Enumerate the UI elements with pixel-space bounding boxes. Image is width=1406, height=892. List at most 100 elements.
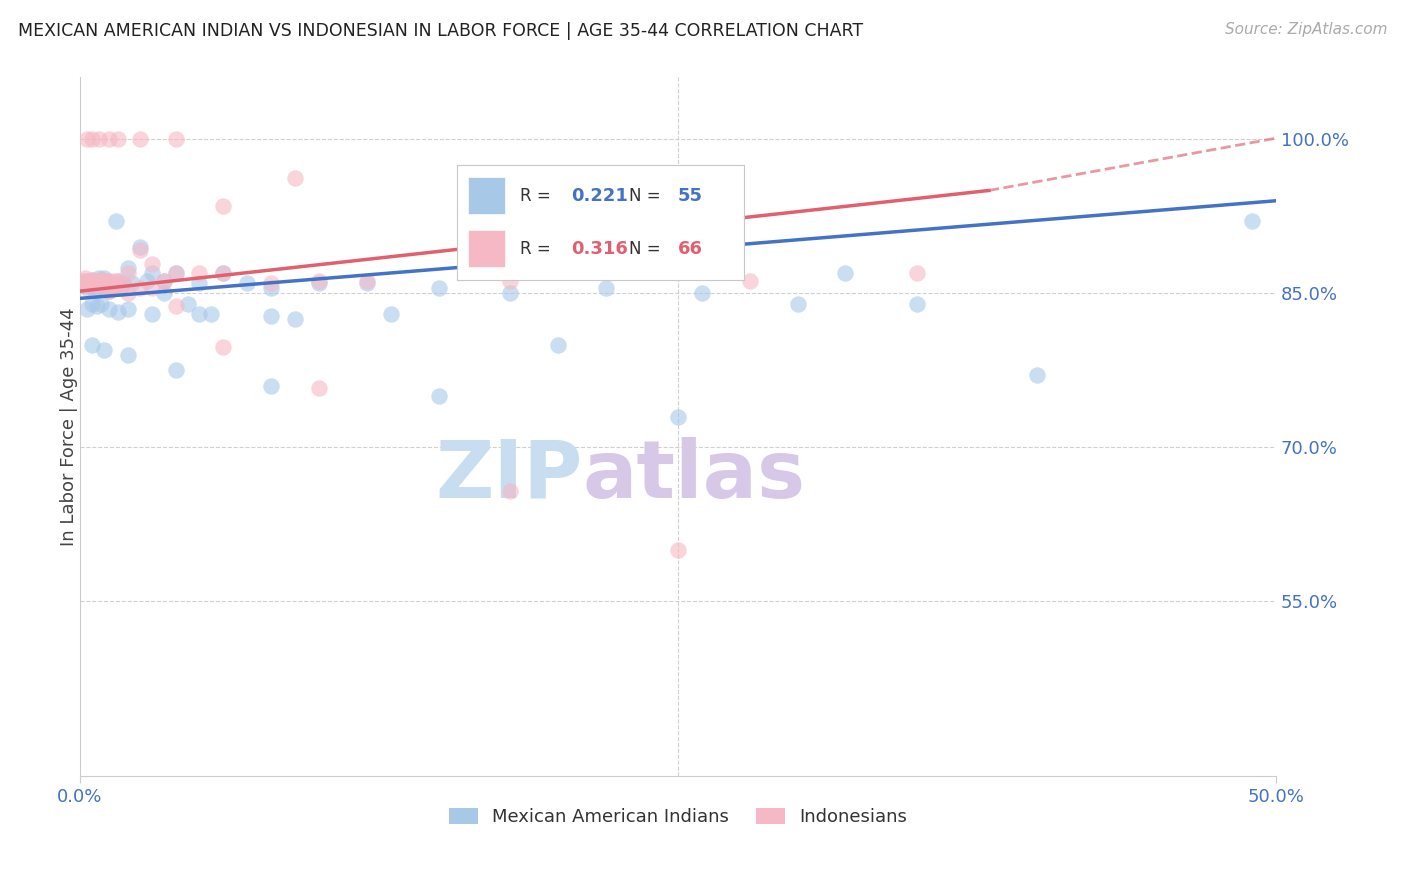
Point bbox=[212, 266, 235, 280]
Point bbox=[80, 296, 103, 310]
Point bbox=[80, 132, 103, 146]
Point bbox=[107, 304, 129, 318]
Point bbox=[176, 296, 198, 310]
Point bbox=[666, 543, 689, 558]
Point bbox=[93, 276, 115, 290]
Point bbox=[93, 281, 115, 295]
Point bbox=[117, 266, 139, 280]
Point bbox=[104, 278, 127, 293]
Point bbox=[79, 274, 101, 288]
Point bbox=[135, 274, 157, 288]
Point bbox=[97, 132, 120, 146]
Point bbox=[93, 270, 115, 285]
Point bbox=[165, 266, 187, 280]
Point bbox=[284, 171, 307, 186]
Point bbox=[200, 307, 222, 321]
Point bbox=[79, 278, 101, 293]
Point bbox=[86, 278, 108, 293]
Point bbox=[97, 278, 120, 293]
Point bbox=[76, 132, 98, 146]
Point bbox=[72, 276, 94, 290]
Point bbox=[80, 337, 103, 351]
Point bbox=[690, 286, 713, 301]
Point bbox=[90, 296, 112, 310]
Point bbox=[97, 274, 120, 288]
Point bbox=[79, 278, 101, 293]
Point bbox=[76, 301, 98, 316]
Point bbox=[103, 281, 125, 295]
Point bbox=[73, 278, 96, 293]
Point bbox=[152, 274, 174, 288]
Point bbox=[905, 266, 928, 280]
Point bbox=[1240, 214, 1263, 228]
Point bbox=[96, 274, 118, 288]
Point bbox=[188, 276, 211, 290]
Point bbox=[86, 299, 108, 313]
Point bbox=[212, 266, 235, 280]
Point bbox=[96, 276, 118, 290]
Point bbox=[97, 284, 120, 298]
Point bbox=[87, 276, 110, 290]
Point bbox=[76, 278, 98, 293]
Point bbox=[97, 301, 120, 316]
Point bbox=[1025, 368, 1047, 383]
Point bbox=[107, 274, 129, 288]
Point bbox=[595, 281, 617, 295]
Point bbox=[110, 281, 132, 295]
Point bbox=[90, 274, 112, 288]
Point bbox=[666, 409, 689, 424]
Point bbox=[128, 243, 150, 257]
Point bbox=[111, 278, 134, 293]
Point bbox=[905, 296, 928, 310]
Point bbox=[308, 276, 330, 290]
Point bbox=[86, 274, 108, 288]
Point bbox=[87, 132, 110, 146]
Point bbox=[165, 266, 187, 280]
Point bbox=[786, 296, 808, 310]
Point bbox=[595, 260, 617, 275]
Point bbox=[117, 301, 139, 316]
Point bbox=[83, 276, 105, 290]
Point bbox=[427, 281, 450, 295]
Point bbox=[547, 337, 569, 351]
Point bbox=[72, 278, 94, 293]
Point bbox=[117, 348, 139, 362]
Point bbox=[111, 276, 134, 290]
Point bbox=[87, 276, 110, 290]
Point bbox=[284, 312, 307, 326]
Point bbox=[499, 483, 522, 498]
Point bbox=[188, 307, 211, 321]
Point bbox=[738, 274, 761, 288]
Point bbox=[76, 281, 98, 295]
Point bbox=[380, 307, 402, 321]
Point bbox=[97, 284, 120, 298]
Point bbox=[128, 240, 150, 254]
Point bbox=[83, 278, 105, 293]
Point bbox=[79, 276, 101, 290]
Point bbox=[80, 273, 103, 287]
Point bbox=[83, 276, 105, 290]
Point bbox=[104, 214, 127, 228]
Point bbox=[165, 132, 187, 146]
Point bbox=[73, 278, 96, 293]
Point bbox=[80, 276, 103, 290]
Point bbox=[260, 276, 283, 290]
Point bbox=[100, 276, 122, 290]
Point bbox=[90, 276, 112, 290]
Point bbox=[212, 340, 235, 354]
Point bbox=[93, 274, 115, 288]
Point bbox=[76, 276, 98, 290]
Point bbox=[87, 273, 110, 287]
Point bbox=[103, 274, 125, 288]
Point bbox=[165, 363, 187, 377]
Point bbox=[308, 381, 330, 395]
Point bbox=[188, 266, 211, 280]
Point bbox=[308, 274, 330, 288]
Text: MEXICAN AMERICAN INDIAN VS INDONESIAN IN LABOR FORCE | AGE 35-44 CORRELATION CHA: MEXICAN AMERICAN INDIAN VS INDONESIAN IN… bbox=[18, 22, 863, 40]
Point bbox=[80, 279, 103, 293]
Point bbox=[128, 281, 150, 295]
Point bbox=[117, 260, 139, 275]
Point bbox=[260, 309, 283, 323]
Text: atlas: atlas bbox=[582, 437, 806, 515]
Point bbox=[121, 276, 143, 290]
